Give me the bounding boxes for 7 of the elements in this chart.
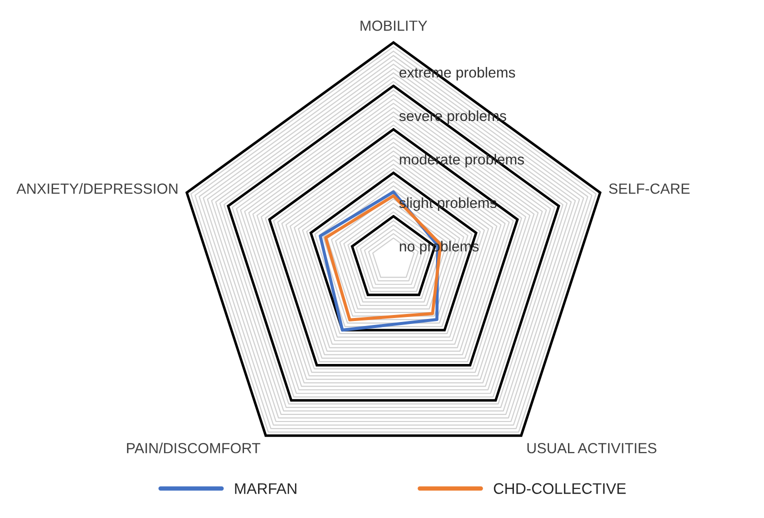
legend-label: MARFAN: [235, 483, 296, 494]
spoke-label: SELF-CARE: [609, 184, 690, 194]
spoke-label: USUAL ACTIVITIES: [527, 442, 656, 454]
legend-label: CHD-COLLECTIVE: [494, 483, 626, 494]
spoke-label: MOBILITY: [360, 20, 428, 31]
spoke-label: PAIN/DISCOMFORT: [127, 442, 260, 454]
spoke-label: ANXIETY/DEPRESSION: [16, 183, 178, 194]
